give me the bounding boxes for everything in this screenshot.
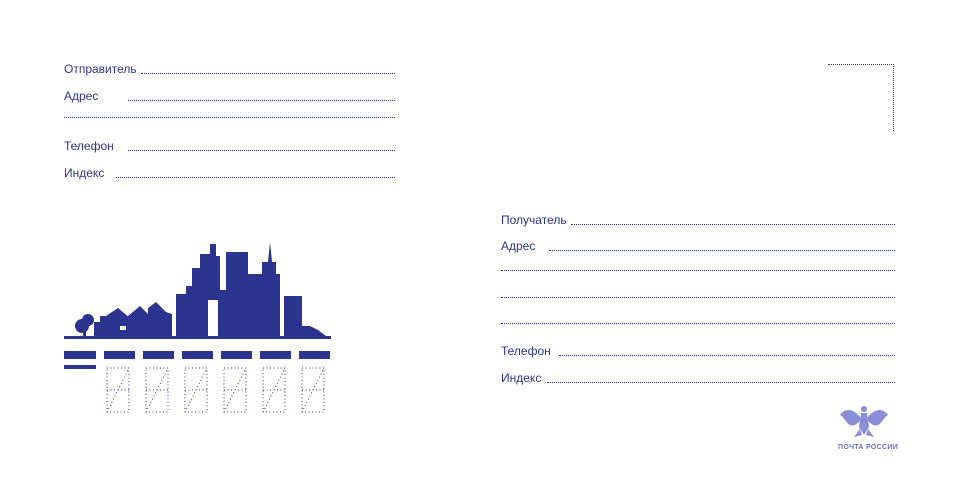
dotted-line	[570, 224, 895, 225]
recipient-phone-label: Телефон	[501, 344, 551, 358]
dotted-line	[558, 355, 895, 356]
recipient-address-line-3[interactable]	[501, 297, 895, 298]
russian-post-logo-text: ПОЧТА РОССИИ	[838, 444, 899, 451]
digit-box[interactable]	[301, 367, 325, 413]
sender-name-field[interactable]: Отправитель	[64, 62, 395, 76]
sender-address-line-2[interactable]	[64, 117, 395, 118]
sender-index-label: Индекс	[64, 166, 105, 180]
eagle-emblem-icon	[840, 406, 888, 437]
dotted-line	[549, 250, 895, 251]
sender-phone-field[interactable]: Телефон	[64, 139, 395, 153]
sender-phone-label: Телефон	[64, 139, 114, 153]
sender-address-field[interactable]: Адрес	[64, 89, 395, 103]
stamp-area	[828, 64, 894, 131]
recipient-address-line-2[interactable]	[501, 270, 895, 271]
dotted-line	[128, 100, 395, 101]
postcode-digit-boxes	[106, 367, 325, 413]
recipient-index-label: Индекс	[501, 371, 542, 385]
digit-box[interactable]	[184, 367, 208, 413]
dotted-line	[547, 382, 895, 383]
index-bars	[64, 351, 330, 369]
sender-name-label: Отправитель	[64, 62, 137, 76]
dotted-line	[140, 73, 395, 74]
digit-box[interactable]	[145, 367, 169, 413]
city-skyline-illustration	[64, 242, 331, 339]
recipient-address-label: Адрес	[501, 239, 536, 253]
recipient-name-field[interactable]: Получатель	[501, 213, 895, 227]
dotted-line	[127, 150, 395, 151]
digit-box[interactable]	[262, 367, 286, 413]
digit-box[interactable]	[106, 367, 130, 413]
recipient-name-label: Получатель	[501, 213, 567, 227]
digit-box[interactable]	[223, 367, 247, 413]
sender-address-label: Адрес	[64, 89, 99, 103]
recipient-phone-field[interactable]: Телефон	[501, 344, 895, 358]
dotted-line	[116, 177, 395, 178]
sender-index-field[interactable]: Индекс	[64, 166, 395, 180]
recipient-address-field[interactable]: Адрес	[501, 239, 895, 253]
recipient-index-field[interactable]: Индекс	[501, 371, 895, 385]
recipient-address-line-4[interactable]	[501, 323, 895, 324]
